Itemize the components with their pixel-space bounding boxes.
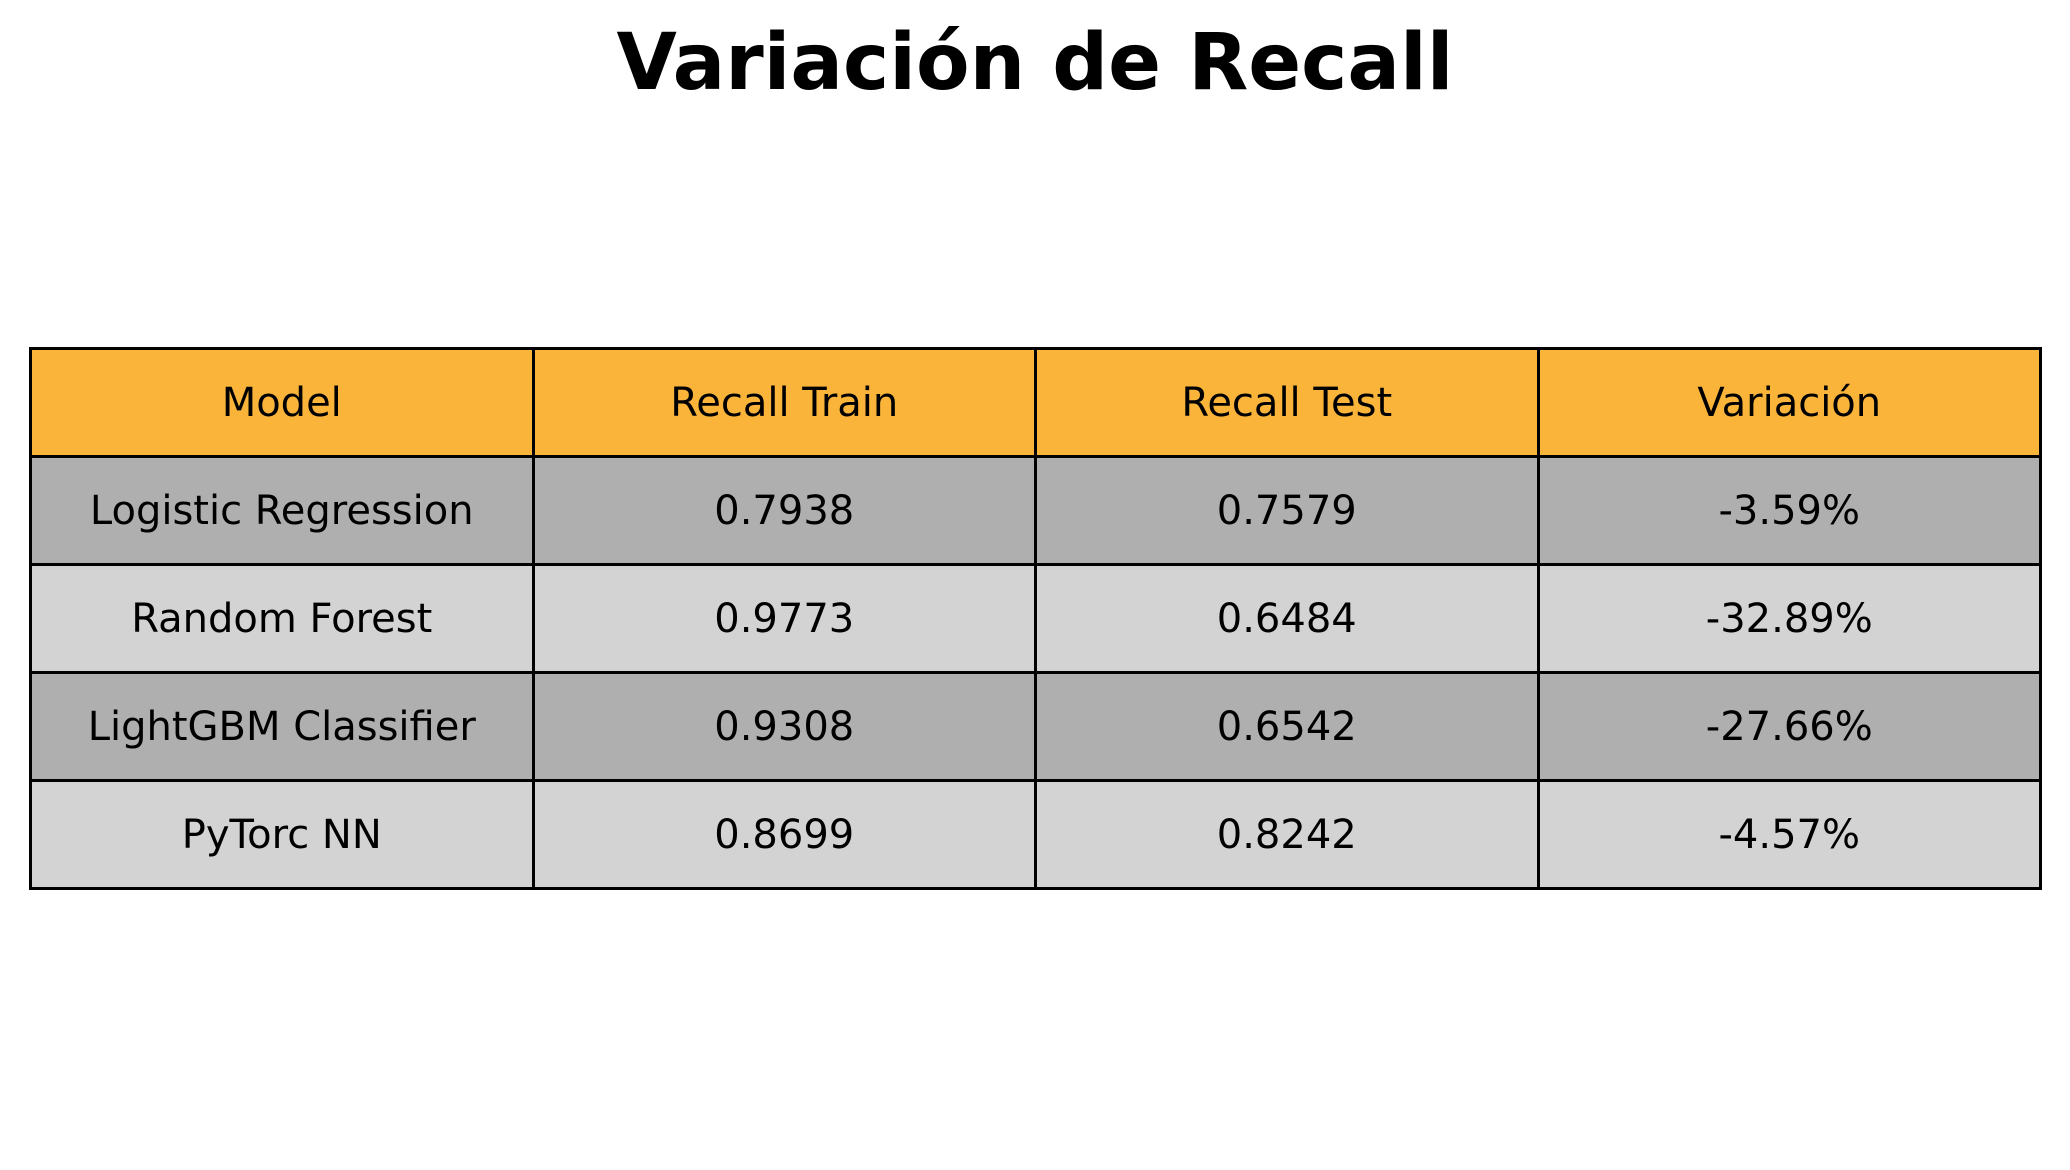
table-row: Random Forest 0.9773 0.6484 -32.89% <box>29 563 2042 674</box>
header-model: Model <box>29 347 535 458</box>
table-header-row: Model Recall Train Recall Test Variación <box>29 347 2042 458</box>
cell-variacion: -32.89% <box>1536 563 2042 674</box>
cell-model: Logistic Regression <box>29 455 535 566</box>
table-row: Logistic Regression 0.7938 0.7579 -3.59% <box>29 455 2042 566</box>
header-recall-train: Recall Train <box>531 347 1037 458</box>
cell-recall-train: 0.8699 <box>531 779 1037 890</box>
cell-recall-test: 0.7579 <box>1034 455 1540 566</box>
chart-title: Variación de Recall <box>616 18 1454 108</box>
cell-variacion: -3.59% <box>1536 455 2042 566</box>
cell-recall-test: 0.6484 <box>1034 563 1540 674</box>
cell-variacion: -27.66% <box>1536 671 2042 782</box>
cell-model: Random Forest <box>29 563 535 674</box>
cell-recall-test: 0.6542 <box>1034 671 1540 782</box>
recall-table: Model Recall Train Recall Test Variación… <box>29 347 2042 890</box>
table-row: PyTorc NN 0.8699 0.8242 -4.57% <box>29 779 2042 890</box>
cell-recall-train: 0.7938 <box>531 455 1037 566</box>
cell-model: LightGBM Classifier <box>29 671 535 782</box>
header-recall-test: Recall Test <box>1034 347 1540 458</box>
cell-variacion: -4.57% <box>1536 779 2042 890</box>
recall-table-container: Model Recall Train Recall Test Variación… <box>29 347 2042 890</box>
table-row: LightGBM Classifier 0.9308 0.6542 -27.66… <box>29 671 2042 782</box>
cell-recall-train: 0.9773 <box>531 563 1037 674</box>
cell-recall-test: 0.8242 <box>1034 779 1540 890</box>
cell-recall-train: 0.9308 <box>531 671 1037 782</box>
cell-model: PyTorc NN <box>29 779 535 890</box>
header-variacion: Variación <box>1536 347 2042 458</box>
